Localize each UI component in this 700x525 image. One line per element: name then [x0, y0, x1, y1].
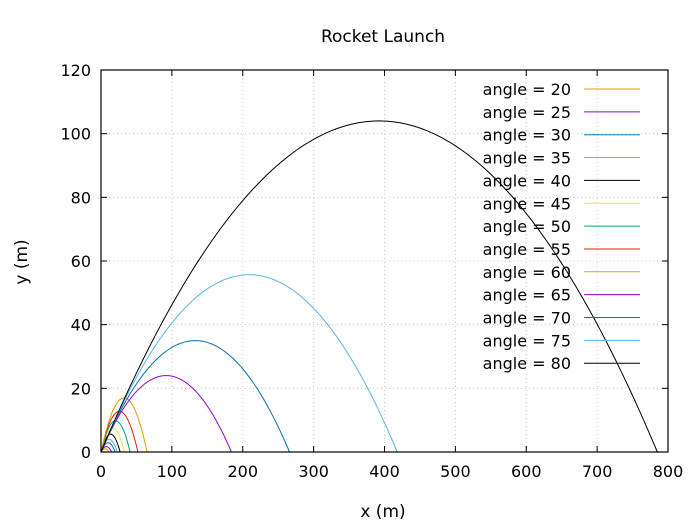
- legend-label: angle = 65: [483, 286, 571, 305]
- legend-label: angle = 40: [483, 171, 571, 190]
- y-tick-label: 20: [71, 379, 91, 398]
- y-tick-label: 80: [71, 188, 91, 207]
- x-tick-label: 500: [440, 462, 471, 481]
- chart-title: Rocket Launch: [321, 27, 445, 47]
- series-line-10: [100, 375, 232, 453]
- legend-label: angle = 75: [483, 331, 571, 350]
- x-axis-label: x (m): [360, 502, 405, 522]
- x-tick-label: 400: [369, 462, 400, 481]
- legend-label: angle = 80: [483, 354, 571, 373]
- x-tick-label: 300: [298, 462, 329, 481]
- x-tick-label: 600: [511, 462, 542, 481]
- y-axis-label: y (m): [12, 239, 32, 284]
- series-line-13: [100, 120, 658, 453]
- y-tick-label: 100: [60, 125, 91, 144]
- legend-label: angle = 30: [483, 126, 571, 145]
- x-tick-label: 200: [227, 462, 258, 481]
- legend-label: angle = 70: [483, 309, 571, 328]
- legend-label: angle = 35: [483, 149, 571, 168]
- y-axis: 0 20 40 60 80 100 120: [60, 61, 668, 462]
- legend-label: angle = 60: [483, 263, 571, 282]
- y-tick-label: 60: [71, 252, 91, 271]
- x-tick-label: 100: [157, 462, 188, 481]
- series-line-11: [100, 340, 290, 453]
- x-tick-label: 0: [96, 462, 106, 481]
- legend-label: angle = 50: [483, 217, 571, 236]
- y-tick-label: 0: [81, 443, 91, 462]
- grid: [101, 70, 668, 452]
- y-tick-label: 120: [60, 61, 91, 80]
- x-tick-label: 700: [582, 462, 613, 481]
- series-line-8: [100, 410, 139, 453]
- legend-label: angle = 25: [483, 103, 571, 122]
- x-axis: 0 100 200 300 400 500 600 700 800: [96, 70, 683, 481]
- legend-label: angle = 55: [483, 240, 571, 259]
- legend-label: angle = 45: [483, 194, 571, 213]
- x-tick-label: 800: [653, 462, 684, 481]
- y-tick-label: 40: [71, 316, 91, 335]
- legend-label: angle = 20: [483, 80, 571, 99]
- series-lines: [100, 120, 658, 453]
- legend: angle = 20 angle = 25 angle = 30 angle = 35…: [483, 80, 640, 373]
- series-line-12: [100, 274, 398, 453]
- series-line-9: [100, 397, 148, 453]
